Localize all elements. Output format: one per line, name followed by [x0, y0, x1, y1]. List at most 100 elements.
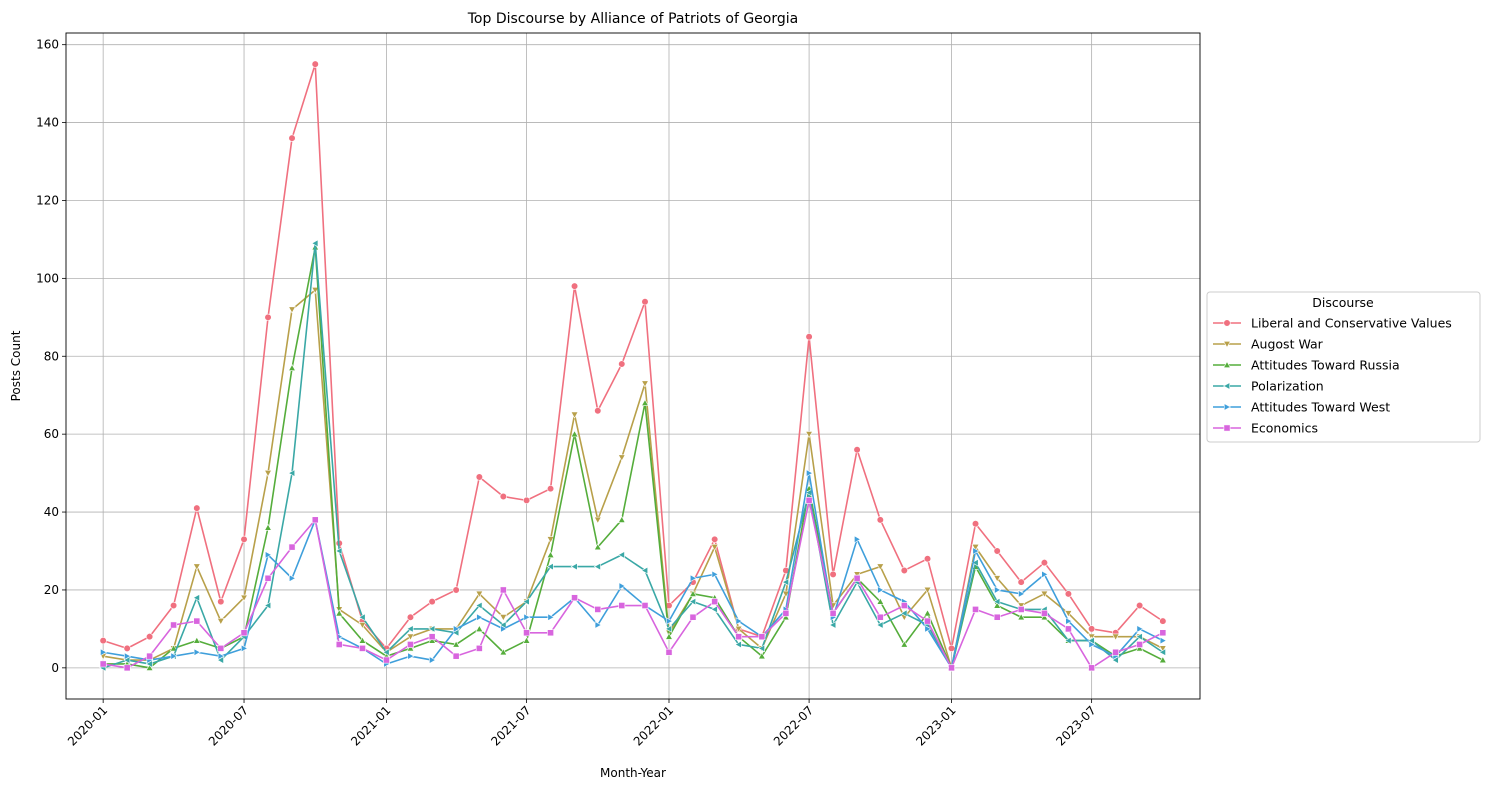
- data-point: [406, 633, 415, 641]
- data-point: [499, 492, 507, 501]
- data-point: [1159, 636, 1167, 645]
- data-point: [428, 636, 437, 644]
- data-point: [805, 431, 814, 439]
- y-tick-label: 100: [36, 271, 59, 285]
- data-point: [876, 563, 885, 571]
- data-point: [1135, 644, 1144, 652]
- data-point: [758, 633, 766, 641]
- data-point: [806, 469, 814, 478]
- legend-title: Discourse: [1312, 295, 1374, 310]
- data-point: [805, 496, 813, 504]
- legend-item: Economics: [1213, 421, 1318, 436]
- data-point: [192, 593, 200, 602]
- data-point: [782, 609, 790, 617]
- legend-label: Economics: [1251, 421, 1318, 436]
- data-point: [993, 601, 1002, 609]
- data-point: [993, 547, 1001, 555]
- data-point: [265, 550, 273, 559]
- data-point: [734, 640, 742, 649]
- data-point: [664, 624, 673, 633]
- data-point: [264, 523, 272, 531]
- data-point: [617, 454, 626, 462]
- data-point: [547, 613, 555, 622]
- data-point: [499, 586, 507, 594]
- y-tick-label: 60: [44, 427, 59, 441]
- data-point: [288, 469, 296, 478]
- data-point: [383, 656, 390, 664]
- data-point: [429, 656, 437, 664]
- data-point: [1159, 617, 1167, 625]
- data-point: [641, 602, 649, 609]
- series-economics: [99, 496, 1167, 672]
- y-tick-label: 40: [44, 505, 59, 519]
- data-point: [170, 652, 178, 661]
- data-point: [546, 550, 555, 558]
- data-point: [923, 555, 932, 563]
- data-point: [993, 597, 1001, 606]
- data-point: [475, 644, 483, 652]
- data-point: [1088, 625, 1096, 633]
- legend-item: Augost War: [1213, 337, 1324, 352]
- data-point: [711, 535, 719, 543]
- data-point: [948, 664, 955, 672]
- data-point: [735, 617, 743, 626]
- data-point: [618, 582, 626, 590]
- data-point: [145, 663, 154, 671]
- data-point: [1112, 648, 1120, 656]
- data-point: [407, 641, 414, 648]
- data-point: [570, 411, 579, 419]
- data-point: [618, 360, 626, 368]
- data-point: [288, 543, 296, 551]
- data-point: [217, 652, 225, 661]
- data-point: [99, 660, 107, 668]
- data-point: [876, 597, 885, 605]
- data-point: [288, 134, 296, 142]
- data-point: [876, 613, 884, 621]
- plot-frame: [65, 32, 1201, 700]
- data-point: [853, 446, 861, 454]
- series-augost-war: [99, 287, 1167, 672]
- data-point: [500, 624, 508, 633]
- legend: Discourse Liberal and Conservative Value…: [1206, 291, 1481, 443]
- data-point: [475, 601, 483, 610]
- data-point: [452, 586, 460, 594]
- data-point: [358, 613, 366, 622]
- data-point: [311, 516, 319, 524]
- data-point: [993, 613, 1001, 621]
- data-point: [1064, 636, 1072, 645]
- data-point: [1065, 617, 1073, 626]
- data-point: [900, 602, 908, 609]
- data-point: [358, 636, 367, 644]
- data-point: [757, 644, 765, 653]
- data-point: [146, 652, 153, 660]
- data-point: [876, 516, 884, 524]
- data-point: [853, 574, 861, 582]
- series-line: [103, 246, 1164, 669]
- data-point: [499, 614, 508, 622]
- data-point: [217, 598, 225, 606]
- data-point: [829, 570, 837, 578]
- data-point: [240, 629, 248, 637]
- data-point: [1064, 590, 1073, 598]
- series-line: [103, 472, 1164, 669]
- data-point: [193, 648, 201, 657]
- data-point: [735, 633, 743, 641]
- legend-item: Attitudes Toward Russia: [1213, 358, 1400, 373]
- data-point: [710, 605, 718, 614]
- data-point: [594, 621, 602, 629]
- data-point: [618, 602, 626, 609]
- data-point: [311, 239, 319, 248]
- series-line: [103, 499, 1164, 669]
- data-point: [993, 575, 1002, 583]
- data-point: [217, 644, 225, 652]
- legend-marker: [1223, 319, 1231, 327]
- data-point: [665, 632, 673, 640]
- data-point: [641, 298, 649, 306]
- data-point: [781, 590, 790, 598]
- data-point: [1040, 559, 1049, 567]
- data-point: [854, 535, 862, 544]
- data-point: [900, 640, 909, 648]
- data-point: [311, 287, 320, 295]
- data-point: [1017, 613, 1026, 621]
